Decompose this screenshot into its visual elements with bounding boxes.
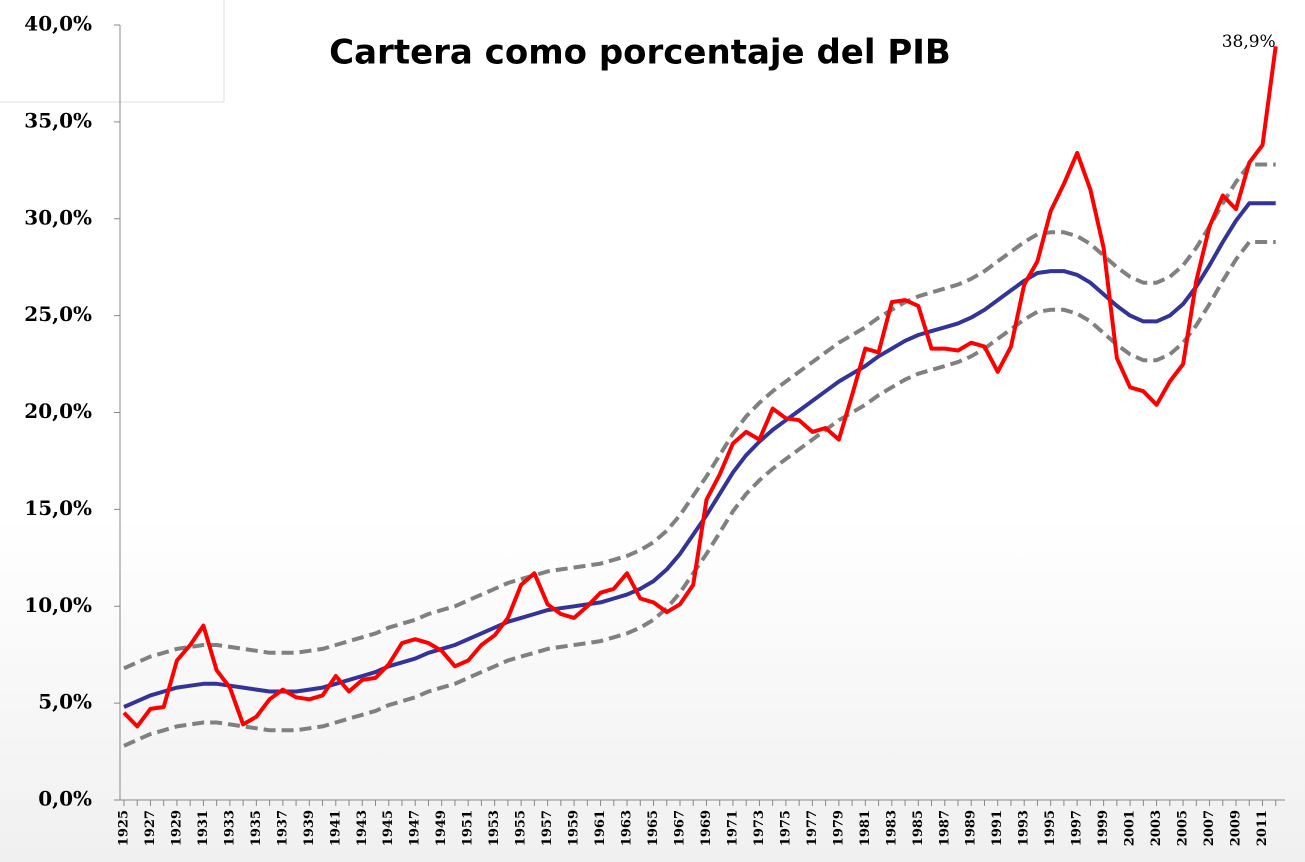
series-line — [122, 46, 1278, 729]
y-tick-label: 5,0% — [38, 690, 92, 714]
x-tick-label: 1955 — [514, 810, 529, 846]
x-tick-label: 1929 — [169, 810, 184, 846]
data-label: 38,9% — [1222, 32, 1276, 52]
x-tick-label: 2005 — [1176, 810, 1191, 846]
x-tick-label: 1985 — [911, 810, 926, 846]
x-tick-label: 1937 — [275, 810, 290, 846]
x-tick-label: 2011 — [1255, 810, 1270, 846]
x-tick-label: 1945 — [381, 810, 396, 846]
x-tick-label: 1947 — [408, 810, 423, 846]
y-tick-label: 40,0% — [24, 12, 92, 36]
legend-box — [0, 0, 225, 103]
x-tick-label: 1959 — [567, 810, 582, 846]
series-line — [123, 201, 1276, 709]
x-tick-label: 1957 — [540, 810, 555, 846]
x-tick-label: 1965 — [646, 810, 661, 846]
x-tick-label: 2003 — [1149, 810, 1164, 846]
x-tick-label: 2007 — [1202, 810, 1217, 846]
series-line — [123, 240, 1276, 748]
x-tick-label: 1979 — [831, 810, 846, 846]
y-tick-label: 20,0% — [24, 399, 92, 423]
x-tick-label: 1933 — [222, 810, 237, 846]
x-tick-label: 2009 — [1229, 810, 1244, 846]
x-tick-label: 1951 — [461, 810, 476, 846]
x-tick-label: 1991 — [990, 810, 1005, 846]
x-tick-label: 1993 — [1017, 810, 1032, 846]
x-tick-label: 1999 — [1096, 810, 1111, 846]
y-tick-label: 10,0% — [24, 593, 92, 617]
y-tick-label: 15,0% — [24, 496, 92, 520]
x-tick-label: 1949 — [434, 810, 449, 846]
x-tick-label: 1971 — [725, 810, 740, 846]
y-tick-label: 0,0% — [38, 787, 92, 811]
x-tick-label: 1969 — [699, 810, 714, 846]
x-tick-label: 1939 — [302, 810, 317, 846]
x-tick-label: 1963 — [620, 810, 635, 846]
x-tick-label: 1977 — [805, 810, 820, 846]
x-tick-label: 1931 — [196, 810, 211, 846]
x-tick-label: 1973 — [752, 810, 767, 846]
x-tick-label: 1941 — [328, 810, 343, 846]
series-line — [123, 162, 1276, 671]
x-tick-label: 1935 — [249, 810, 264, 846]
chart-title: Cartera como porcentaje del PIB — [329, 33, 951, 73]
x-tick-label: 1987 — [937, 810, 952, 846]
x-tick-label: 1975 — [778, 810, 793, 846]
x-tick-label: 1927 — [143, 810, 158, 846]
x-tick-label: 1943 — [355, 810, 370, 846]
x-tick-label: 1967 — [672, 810, 687, 846]
y-tick-label: 25,0% — [24, 302, 92, 326]
x-tick-label: 2001 — [1123, 810, 1138, 846]
x-tick-label: 1983 — [884, 810, 899, 846]
y-tick-label: 30,0% — [24, 205, 92, 229]
x-tick-label: 1997 — [1070, 810, 1085, 846]
x-tick-label: 1981 — [858, 810, 873, 846]
x-tick-label: 1989 — [964, 810, 979, 846]
x-tick-label: 1925 — [116, 810, 131, 846]
y-tick-label: 35,0% — [24, 108, 92, 132]
x-tick-label: 1961 — [593, 810, 608, 846]
x-tick-label: 1995 — [1043, 810, 1058, 846]
x-tick-label: 1953 — [487, 810, 502, 846]
